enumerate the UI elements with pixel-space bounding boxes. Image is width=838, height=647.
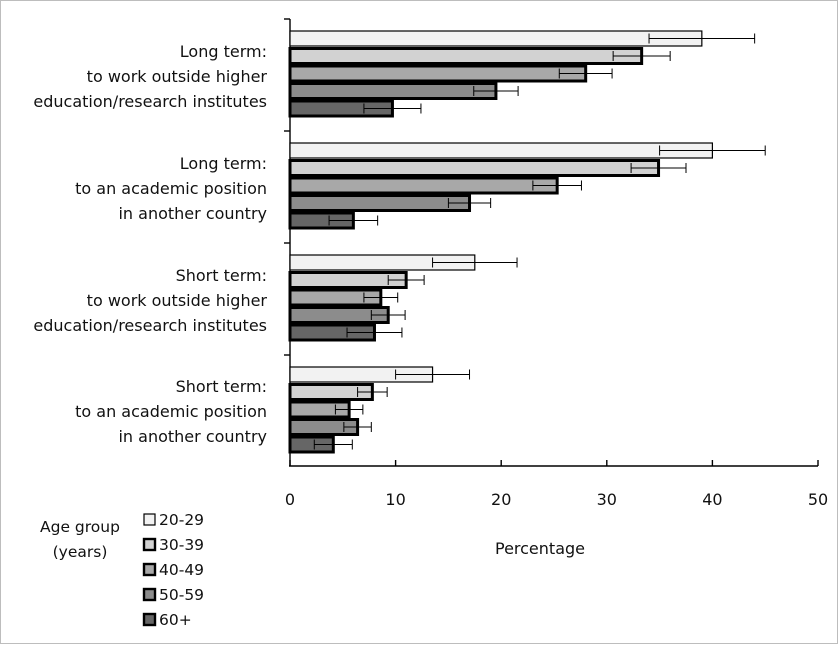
legend-label-40-49: 40-49 xyxy=(159,561,204,579)
category-label-2-line-1: Long term: xyxy=(180,154,267,173)
x-tick-label: 40 xyxy=(702,490,722,509)
category-label-3-line-1: Short term: xyxy=(176,266,267,285)
legend-label-50-59: 50-59 xyxy=(159,586,204,604)
bar-40-49-group-1 xyxy=(288,64,588,83)
x-tick-label: 20 xyxy=(491,490,511,509)
legend-label-30-39: 30-39 xyxy=(159,536,204,554)
legend-swatch-20-29 xyxy=(143,513,156,526)
category-label-4-line-2: to an academic position xyxy=(75,402,267,421)
legend-swatch-30-39 xyxy=(142,537,157,552)
legend-label-60+: 60+ xyxy=(159,611,192,629)
category-label-1-line-3: education/research institutes xyxy=(33,92,267,111)
legend-swatch-50-59 xyxy=(142,587,157,602)
bar-30-39-group-2 xyxy=(288,159,661,177)
bars xyxy=(288,30,766,454)
bar-30-39-group-1 xyxy=(288,47,644,65)
x-tick-label: 50 xyxy=(808,490,828,509)
bar-20-29-group-1 xyxy=(289,30,703,47)
x-tick-labels: 0 10 20 30 40 50 xyxy=(285,490,828,509)
x-tick-label: 0 xyxy=(285,490,295,509)
category-labels: Long term: to work outside higher educatio… xyxy=(33,42,267,446)
legend-swatch-40-49 xyxy=(142,562,157,577)
category-label-3-line-3: education/research institutes xyxy=(33,316,267,335)
category-label-1-line-1: Long term: xyxy=(180,42,267,61)
category-label-2-line-3: in another country xyxy=(118,204,267,223)
category-label-2-line-2: to an academic position xyxy=(75,179,267,198)
x-axis-label: Percentage xyxy=(495,539,585,558)
x-tick-label: 30 xyxy=(597,490,617,509)
category-label-3-line-2: to work outside higher xyxy=(87,291,268,310)
x-tick-label: 10 xyxy=(385,490,405,509)
bar-50-59-group-2 xyxy=(288,194,472,212)
legend-title-line-1: Age group xyxy=(40,518,120,536)
legend-label-20-29: 20-29 xyxy=(159,511,204,529)
bar-20-29-group-2 xyxy=(289,142,713,159)
legend: Age group (years) 20-29 30-39 40-49 50-59 60+ xyxy=(40,511,204,629)
legend-swatch-60+ xyxy=(142,612,157,627)
category-label-4-line-3: in another country xyxy=(118,427,267,446)
category-label-4-line-1: Short term: xyxy=(176,377,267,396)
category-label-1-line-2: to work outside higher xyxy=(87,67,268,86)
bar-50-59-group-1 xyxy=(288,82,498,100)
bar-40-49-group-2 xyxy=(288,176,559,195)
legend-title-line-2: (years) xyxy=(53,543,108,561)
